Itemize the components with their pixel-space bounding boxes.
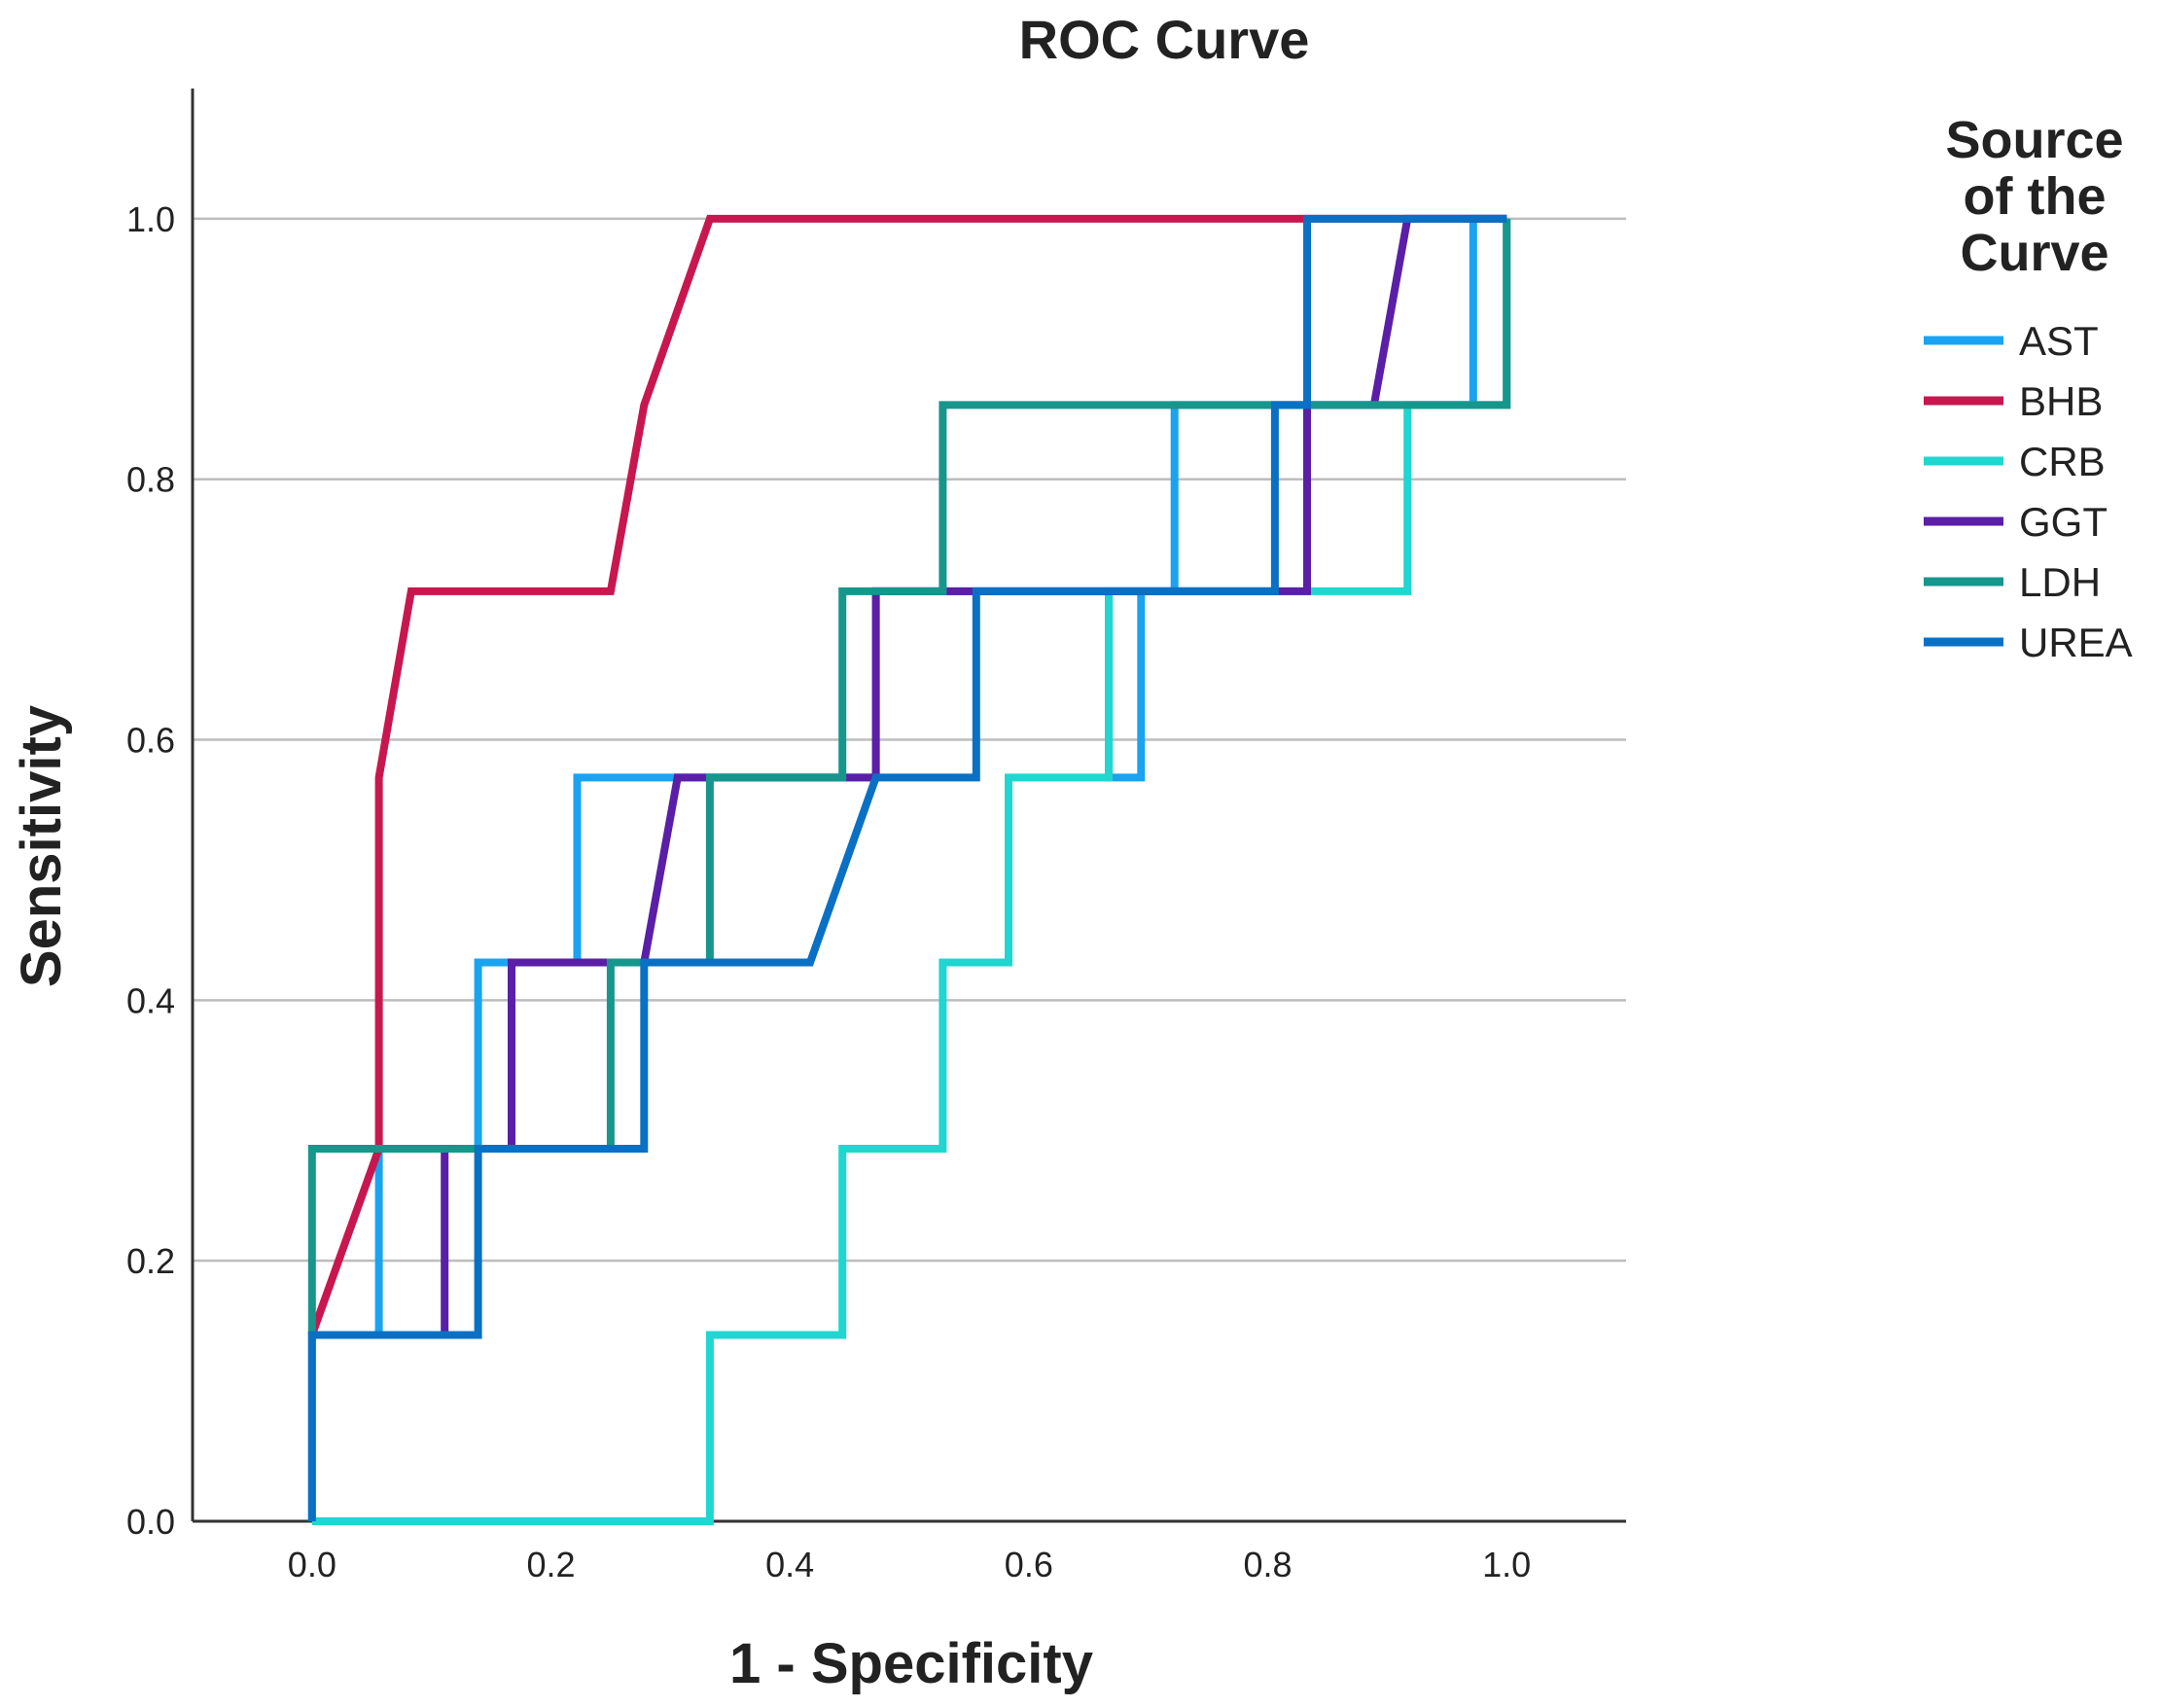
x-tick-label: 0.2 [526, 1545, 575, 1584]
x-axis-label: 1 - Specificity [729, 1632, 1093, 1695]
gridlines [193, 217, 1626, 1263]
legend-label-ldh: LDH [2019, 559, 2101, 605]
x-tick-label: 1.0 [1482, 1545, 1531, 1584]
x-tick-label: 0.0 [288, 1545, 337, 1584]
series-line-crb [311, 218, 1511, 1525]
legend-label-urea: UREA [2019, 620, 2133, 665]
chart-title: ROC Curve [1019, 9, 1310, 70]
series-lines [307, 214, 1511, 1525]
y-tick-label: 0.2 [126, 1241, 175, 1281]
series-line-urea [307, 214, 1507, 1521]
y-tick-label: 0.8 [126, 460, 175, 500]
tick-labels: 0.0 0.2 0.4 0.6 0.8 1.0 0.0 0.2 0.4 0.6 0.8 1.0 [126, 199, 1531, 1584]
legend-label-ast: AST [2019, 318, 2099, 364]
x-tick-label: 0.4 [765, 1545, 814, 1584]
series-line-bhb [308, 214, 1507, 1336]
axes [191, 89, 1626, 1523]
y-tick-label: 0.0 [126, 1502, 175, 1542]
legend-label-crb: CRB [2019, 439, 2106, 484]
legend-title-line: of the [1964, 167, 2107, 226]
legend-label-bhb: BHB [2019, 378, 2103, 424]
y-tick-label: 0.4 [126, 980, 175, 1020]
x-tick-label: 0.8 [1243, 1545, 1292, 1584]
legend-title-line: Curve [1960, 224, 2108, 282]
y-axis-label: Sensitivity [10, 705, 73, 987]
series-line-ast [307, 214, 1507, 1521]
legend-label-ggt: GGT [2019, 499, 2108, 545]
y-tick-label: 1.0 [126, 199, 175, 239]
legend-title-line: Source [1945, 111, 2123, 169]
y-tick-label: 0.6 [126, 721, 175, 761]
x-tick-label: 0.6 [1005, 1545, 1053, 1584]
